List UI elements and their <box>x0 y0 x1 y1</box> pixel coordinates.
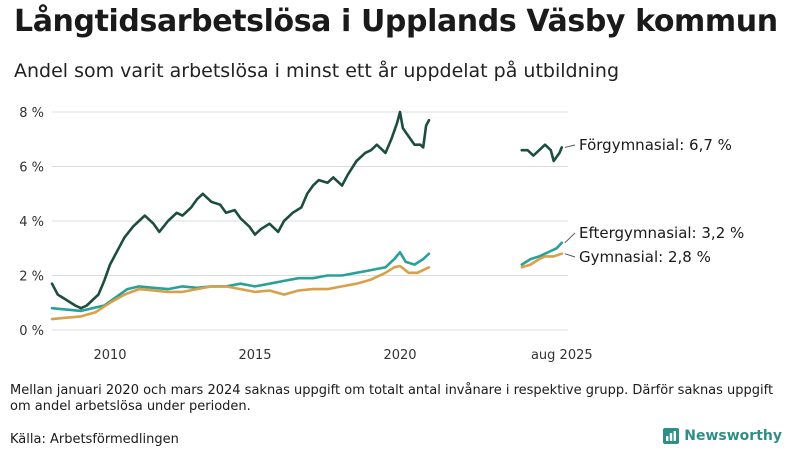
logo-text: Newsworthy <box>684 428 782 444</box>
label-leader-line <box>564 253 576 258</box>
series-line-gymnasial <box>50 264 431 321</box>
chart-subtitle: Andel som varit arbetslösa i minst ett å… <box>14 60 620 82</box>
x-axis-ticks: 2010 2015 2020 aug 2025 <box>93 348 592 363</box>
y-tick-label: 0 % <box>19 324 44 339</box>
newsworthy-logo: Newsworthy <box>663 428 782 444</box>
x-tick-label: 2010 <box>93 348 126 363</box>
gridlines <box>52 111 568 331</box>
y-tick-label: 2 % <box>19 270 44 285</box>
x-tick-label: aug 2025 <box>531 348 593 363</box>
series-end-labels: Förgymnasial: 6,7 % Eftergymnasial: 3,2 %… <box>564 136 744 266</box>
footnote: Mellan januari 2020 och mars 2024 saknas… <box>10 383 774 414</box>
series-line-gymnasial <box>520 252 564 269</box>
y-tick-label: 8 % <box>19 106 44 121</box>
bar-chart-icon <box>663 428 680 444</box>
x-tick-label: 2020 <box>383 348 416 363</box>
source-text: Källa: Arbetsförmedlingen <box>10 432 179 447</box>
series-end-label: Gymnasial: 2,8 % <box>579 248 711 266</box>
line-chart: 0 % 2 % 4 % 6 % 8 % 2010 2015 2020 aug 2025 För… <box>19 106 744 363</box>
chart-title: Långtidsarbetslösa i Upplands Väsby komm… <box>14 4 778 39</box>
y-tick-label: 6 % <box>19 161 44 176</box>
y-tick-label: 4 % <box>19 215 44 230</box>
series-line-eftergymnasial <box>50 251 431 313</box>
x-tick-label: 2015 <box>238 348 271 363</box>
label-leader-line <box>564 144 576 148</box>
series-line-förgymnasial <box>50 110 431 310</box>
series-end-label: Förgymnasial: 6,7 % <box>579 136 732 154</box>
series-lines <box>50 110 564 321</box>
series-end-label: Eftergymnasial: 3,2 % <box>579 224 744 242</box>
series-line-eftergymnasial <box>520 241 564 266</box>
y-axis-ticks: 0 % 2 % 4 % 6 % 8 % <box>19 106 44 339</box>
label-leader-line <box>564 232 576 244</box>
series-line-förgymnasial <box>520 143 564 163</box>
